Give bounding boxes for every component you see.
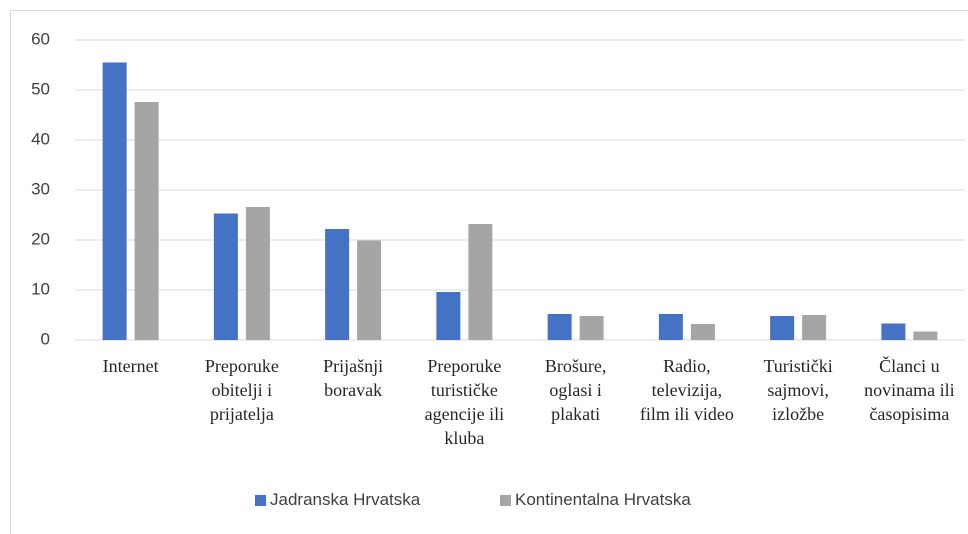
y-tick-label: 50	[31, 79, 50, 98]
y-tick-label: 60	[31, 29, 50, 48]
bar	[325, 229, 350, 340]
bar	[547, 314, 572, 340]
legend-item: Jadranska Hrvatska	[255, 490, 420, 510]
bar	[245, 207, 270, 340]
y-tick-label: 30	[31, 179, 50, 198]
x-tick-label: Članci u novinama ili časopisima	[864, 356, 955, 424]
y-tick-label: 40	[31, 129, 50, 148]
bar	[213, 213, 238, 340]
x-tick-label: Turistički sajmovi, izložbe	[763, 356, 833, 424]
bar	[134, 102, 159, 340]
x-tick-label: Radio, televizija, film ili video	[639, 356, 734, 424]
bar	[913, 331, 938, 340]
bar	[658, 314, 683, 340]
bar	[357, 240, 382, 340]
x-tick-label: Internet	[102, 356, 159, 376]
y-tick-label: 20	[31, 229, 50, 248]
legend-label: Kontinentalna Hrvatska	[515, 490, 691, 509]
legend-swatch	[255, 494, 266, 506]
legend-swatch	[500, 494, 511, 506]
bar	[770, 316, 795, 340]
legend-label: Jadranska Hrvatska	[270, 490, 421, 509]
bar	[881, 323, 906, 340]
legend-item: Kontinentalna Hrvatska	[500, 490, 691, 510]
x-tick-label: Brošure, oglasi i plakati	[544, 356, 607, 424]
chart-border	[10, 10, 968, 534]
bar	[468, 224, 493, 340]
bar	[102, 62, 127, 340]
x-tick-label: Prijašnji boravak	[323, 356, 384, 400]
bar	[690, 324, 715, 340]
y-tick-label: 10	[31, 279, 50, 298]
y-tick-label: 0	[41, 329, 50, 348]
bar	[802, 315, 827, 340]
x-tick-label: Preporuke obitelji i prijatelja	[204, 356, 279, 424]
bar	[436, 292, 461, 340]
bar	[579, 316, 604, 340]
x-tick-label: Preporuke turističke agencije ili kluba	[424, 356, 505, 448]
